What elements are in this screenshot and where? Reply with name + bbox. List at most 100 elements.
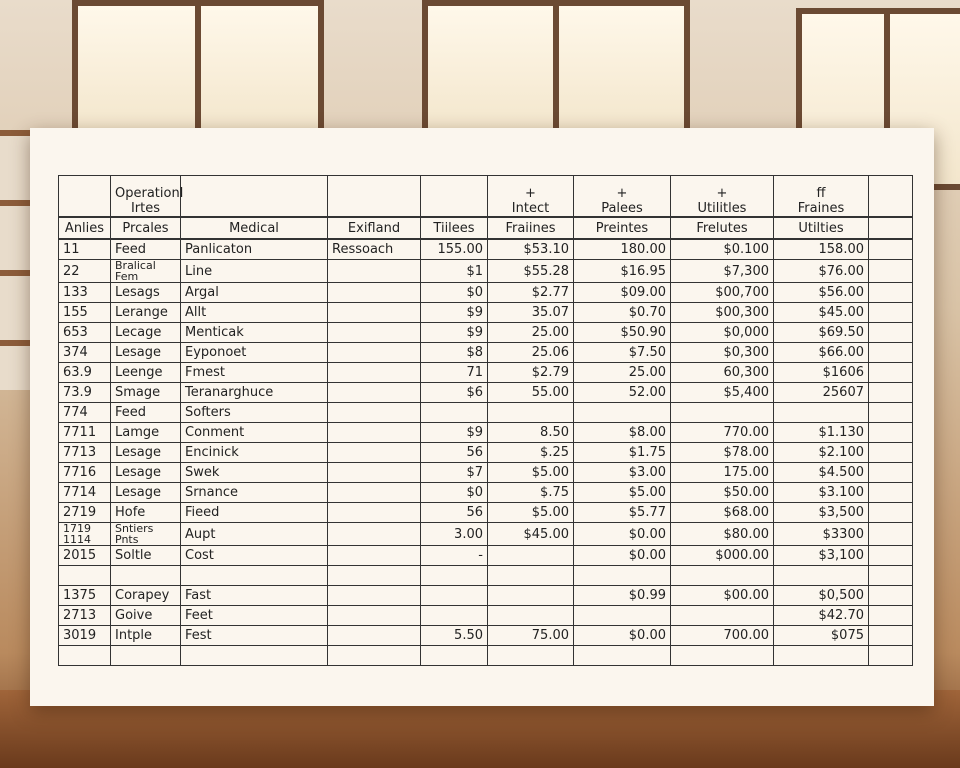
cell-text: ff [816, 186, 826, 201]
table-cell [868, 259, 913, 283]
table-cell: Intple [110, 625, 181, 646]
table-cell [868, 565, 913, 586]
table-cell: 71 [420, 362, 488, 383]
table-cell: $66.00 [773, 342, 869, 363]
table-cell [327, 502, 421, 523]
table-cell: $56.00 [773, 282, 869, 303]
table-cell [868, 482, 913, 503]
table-cell: $45.00 [487, 522, 574, 546]
table-cell: 25.06 [487, 342, 574, 363]
table-cell: Lerange [110, 302, 181, 323]
table-cell [487, 605, 574, 626]
table-cell [327, 259, 421, 283]
table-cell: 3019 [58, 625, 111, 646]
table-cell: $.25 [487, 442, 574, 463]
table-cell: Lecage [110, 322, 181, 343]
table-cell: 22 [58, 259, 111, 283]
table-cell [327, 422, 421, 443]
table-cell: 2713 [58, 605, 111, 626]
window [422, 0, 690, 138]
table-cell: $53.10 [487, 238, 574, 260]
table-cell: $9 [420, 322, 488, 343]
table-row: 2713 Goive Feet $42.70 [58, 605, 913, 626]
table-cell: Allt [180, 302, 328, 323]
table-cell: Bralical Fem [110, 259, 181, 283]
table-cell [868, 462, 913, 483]
table-cell [487, 545, 574, 566]
table-cell: $42.70 [773, 605, 869, 626]
table-cell: $50.00 [670, 482, 774, 503]
table-row: 22 Bralical Fem Line $1 $55.28 $16.95 $7,300 $76… [58, 259, 913, 283]
table-cell: $7.50 [573, 342, 671, 363]
cell-text: 1719 [63, 522, 91, 535]
table-cell: Fest [180, 625, 328, 646]
table-cell: - [420, 545, 488, 566]
table-cell: 11 [58, 238, 111, 260]
table-cell: Lesage [110, 462, 181, 483]
table-cell [670, 565, 774, 586]
table-cell: $0,000 [670, 322, 774, 343]
table-cell: Swek [180, 462, 328, 483]
table-cell: Medical [180, 216, 328, 240]
table-cell: Softers [180, 402, 328, 423]
table-cell [327, 342, 421, 363]
table-cell [327, 482, 421, 503]
table-cell: $9 [420, 302, 488, 323]
table-cell [327, 302, 421, 323]
table-cell [773, 565, 869, 586]
table-cell: $68.00 [670, 502, 774, 523]
table-cell: Ressoach [327, 238, 421, 260]
table-row: 7716 Lesage Swek $7 $5.00 $3.00 175.00 $4.500 [58, 462, 913, 483]
table-row: 133 Lesags Argal $0 $2.77 $09.00 $00,700 $56.00 [58, 282, 913, 303]
table-cell: 700.00 [670, 625, 774, 646]
table-cell [420, 565, 488, 586]
table-cell: 56 [420, 502, 488, 523]
table-cell [327, 585, 421, 606]
table-cell [868, 216, 913, 240]
table-cell: Line [180, 259, 328, 283]
table-cell: Lesage [110, 342, 181, 363]
table-row: 1375 Corapey Fast $0.99 $00.00 $0,500 [58, 585, 913, 606]
table-cell [58, 175, 111, 218]
table-cell: $8.00 [573, 422, 671, 443]
table-cell: $45.00 [773, 302, 869, 323]
table-cell: Soltle [110, 545, 181, 566]
table-cell: 25607 [773, 382, 869, 403]
table-cell: $3300 [773, 522, 869, 546]
table-cell: 7713 [58, 442, 111, 463]
table-cell: 1719 1114 [58, 522, 111, 546]
cell-text: Irtes [130, 201, 161, 216]
table-cell: Frelutes [670, 216, 774, 240]
table-cell: 7716 [58, 462, 111, 483]
table-cell: 7711 [58, 422, 111, 443]
table-cell: Tiilees [420, 216, 488, 240]
cell-text: + [525, 186, 536, 201]
cell-text: Utilitles [697, 201, 747, 216]
table-cell [573, 605, 671, 626]
table-cell: + Palees [573, 175, 671, 218]
table-cell [868, 502, 913, 523]
table-cell [868, 238, 913, 260]
table-row: 7711 Lamge Conment $9 8.50 $8.00 770.00 $1.130 [58, 422, 913, 443]
table-cell [868, 625, 913, 646]
table-cell [487, 585, 574, 606]
table-cell: $.75 [487, 482, 574, 503]
table-cell: 63.9 [58, 362, 111, 383]
table-cell [420, 175, 488, 218]
table-cell: $5.00 [573, 482, 671, 503]
table-cell [180, 645, 328, 666]
table-cell: Feed [110, 402, 181, 423]
table-cell: Encinick [180, 442, 328, 463]
table-row: 155 Lerange Allt $9 35.07 $0.70 $00,300 $45.00 [58, 302, 913, 323]
table-cell: Smage [110, 382, 181, 403]
table-cell: Prcales [110, 216, 181, 240]
table-cell: 60,300 [670, 362, 774, 383]
cell-text: Sntiers [115, 522, 154, 535]
table-cell: $000.00 [670, 545, 774, 566]
table-cell: 180.00 [573, 238, 671, 260]
table-cell [868, 175, 913, 218]
cell-text: Bralical [115, 259, 156, 272]
table-row [58, 565, 913, 586]
table-cell: Aupt [180, 522, 328, 546]
table-cell: Lesage [110, 442, 181, 463]
